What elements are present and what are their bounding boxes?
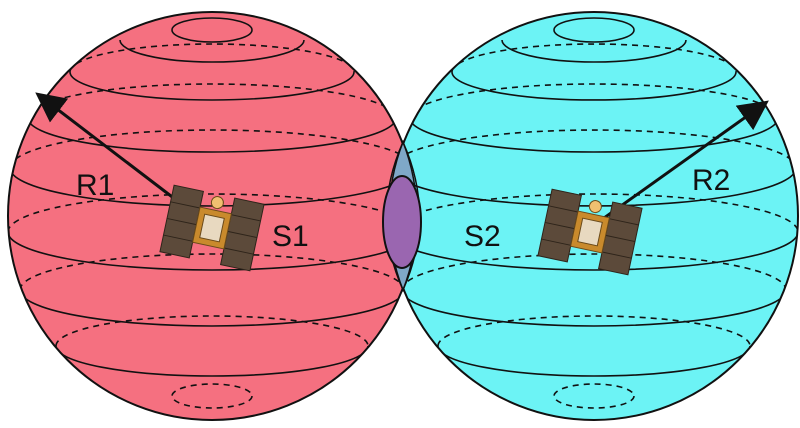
radius-label-left: R1 bbox=[76, 169, 114, 202]
overlap-region bbox=[382, 139, 422, 293]
satellite-label-left: S1 bbox=[272, 220, 309, 253]
satellite-icon bbox=[159, 184, 265, 272]
intersection-ellipse bbox=[382, 175, 422, 269]
satellite-icon bbox=[537, 188, 643, 276]
satellite-label-right: S2 bbox=[464, 220, 501, 253]
radius-label-right: R2 bbox=[692, 164, 730, 197]
